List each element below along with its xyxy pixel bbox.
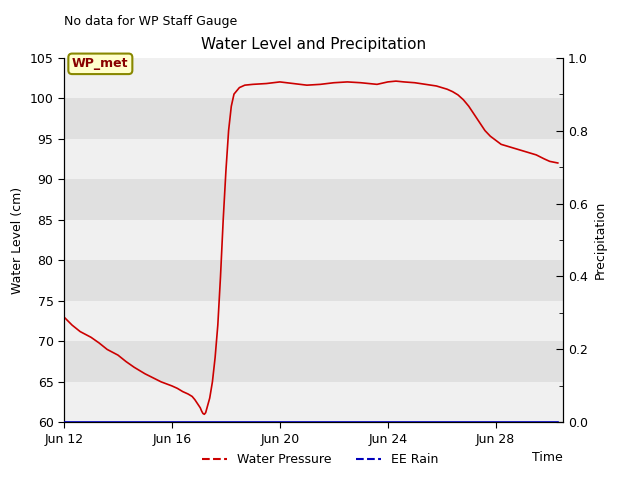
- Bar: [64, 382, 563, 422]
- Text: WP_met: WP_met: [72, 57, 129, 71]
- Text: No data for WP Staff Gauge: No data for WP Staff Gauge: [64, 15, 237, 28]
- Bar: [64, 341, 563, 382]
- Bar: [64, 139, 563, 179]
- Bar: [64, 98, 563, 139]
- Y-axis label: Water Level (cm): Water Level (cm): [11, 186, 24, 294]
- Y-axis label: Precipitation: Precipitation: [594, 201, 607, 279]
- Bar: [64, 260, 563, 301]
- Bar: [64, 301, 563, 341]
- Bar: [64, 179, 563, 220]
- Title: Water Level and Precipitation: Water Level and Precipitation: [201, 37, 426, 52]
- Bar: [64, 58, 563, 98]
- X-axis label: Time: Time: [532, 451, 563, 464]
- Bar: [64, 220, 563, 260]
- Legend: Water Pressure, EE Rain: Water Pressure, EE Rain: [196, 448, 444, 471]
